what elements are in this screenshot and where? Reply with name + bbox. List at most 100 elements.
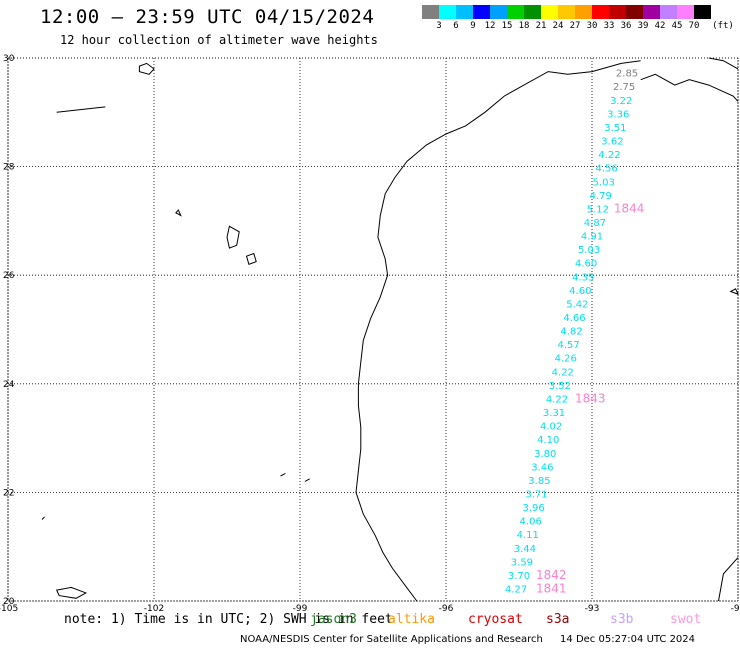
axis-tick-labels: -105 -102 -99 -96 -93 -90 30 28 26 24 22 20	[0, 54, 740, 614]
satellite-swot: swot	[670, 612, 702, 627]
swh-value: 3.31	[543, 408, 565, 419]
coastline-segment	[708, 57, 739, 70]
swh-value: 4.79	[590, 191, 612, 202]
swh-value: 3.80	[534, 449, 556, 460]
lon-tick-label: -102	[144, 604, 164, 614]
legend-label: 18	[518, 21, 530, 31]
credit-text: NOAA/NESDIS Center for Satellite Applica…	[240, 634, 543, 645]
swh-value: 4.06	[520, 517, 542, 528]
pass-time-label: 1842	[536, 568, 567, 582]
legend-swatch-6	[524, 5, 541, 19]
lon-tick-label: -90	[731, 604, 740, 614]
legend-label: 33	[603, 21, 615, 31]
legend-swatch-9	[575, 5, 592, 19]
coastline-segment	[56, 106, 106, 113]
island	[280, 472, 286, 477]
map-title: 12:00 – 23:59 UTC 04/15/2024	[40, 6, 375, 28]
lat-tick-label: 28	[3, 163, 15, 173]
lon-tick-label: -105	[0, 604, 18, 614]
legend-labels: 3 6 9 12 15 18 21 24 27 30 33 36 39 42 45 70 (ft)	[422, 21, 740, 35]
lon-tick-label: -93	[585, 604, 600, 614]
legend-swatch-2	[456, 5, 473, 19]
legend-swatch-10	[592, 5, 609, 19]
island	[138, 62, 155, 75]
satellite-cryosat: cryosat	[468, 612, 523, 627]
legend-label: 45	[671, 21, 683, 31]
coastline	[41, 57, 739, 602]
swh-value: 4.27	[505, 585, 527, 596]
legend-swatch-7	[541, 5, 558, 19]
legend-swatch-1	[439, 5, 456, 19]
pass-time-label: 1841	[536, 582, 567, 596]
swh-value: 3.44	[514, 544, 536, 555]
swh-value: 3.36	[607, 109, 629, 120]
legend-label: 15	[501, 21, 513, 31]
legend-swatch-13	[643, 5, 660, 19]
island	[41, 516, 45, 520]
pass-time-label: 1843	[575, 391, 606, 405]
swh-value: 3.62	[601, 137, 623, 148]
legend-label: 21	[535, 21, 547, 31]
swh-value: 4.60	[575, 259, 597, 270]
satellite-altika: altika	[388, 612, 435, 627]
swh-value: 3.96	[522, 503, 544, 514]
satellite-jason3: jason3	[310, 612, 357, 627]
legend-label: 6	[453, 21, 459, 31]
swh-value: 4.11	[517, 530, 539, 541]
swh-value: 3.85	[528, 476, 550, 487]
island	[304, 478, 310, 482]
swh-value: 3.22	[610, 96, 632, 107]
legend-swatch-4	[490, 5, 507, 19]
legend-swatch-12	[626, 5, 643, 19]
satellite-s3b: s3b	[610, 612, 634, 627]
swh-value: 4.87	[584, 218, 606, 229]
island	[175, 209, 182, 217]
swh-value: 3.71	[525, 489, 547, 500]
swh-value: 2.75	[613, 82, 635, 93]
swh-value: 2.85	[616, 69, 638, 80]
lat-tick-label: 22	[3, 488, 14, 498]
wave-height-track: 2.85 2.75 3.22 3.36 3.51 3.62 4.22 4.56 5.03 4.79…	[505, 69, 638, 596]
legend-label: 24	[552, 21, 564, 31]
legend-label: 27	[569, 21, 581, 31]
swh-value: 4.57	[558, 340, 580, 351]
lon-tick-label: -99	[293, 604, 308, 614]
lat-tick-label: 26	[3, 271, 15, 281]
legend-label: 3	[436, 21, 442, 31]
swh-value: 4.22	[552, 367, 574, 378]
swh-value: 5.03	[593, 177, 615, 188]
legend-label: 39	[637, 21, 649, 31]
legend-swatch-15	[677, 5, 694, 19]
swh-value: 4.35	[572, 272, 594, 283]
coastline-segment	[355, 60, 641, 602]
legend-swatch-11	[609, 5, 626, 19]
swh-value: 3.51	[604, 123, 626, 134]
legend-unit: (ft)	[712, 21, 734, 31]
swh-value: 5.12	[587, 204, 609, 215]
swh-value: 3.46	[531, 462, 553, 473]
swh-value: 5.03	[578, 245, 600, 256]
footer-note: note: 1) Time is in UTC; 2) SWH is in fe…	[64, 612, 393, 627]
swh-value: 4.02	[540, 422, 562, 433]
lon-tick-label: -96	[439, 604, 454, 614]
legend-label: 30	[586, 21, 598, 31]
island	[729, 288, 739, 296]
lat-tick-label: 24	[3, 380, 15, 390]
map-subtitle: 12 hour collection of altimeter wave hei…	[60, 33, 378, 47]
swh-value: 3.52	[549, 381, 571, 392]
island	[245, 252, 257, 265]
legend-label: 12	[484, 21, 496, 31]
legend-label: 42	[654, 21, 666, 31]
swh-value: 4.56	[595, 164, 617, 175]
swh-value: 5.42	[566, 299, 588, 310]
swh-value: 4.26	[555, 354, 577, 365]
legend-label: 70	[688, 21, 700, 31]
coastline-segment	[640, 73, 739, 102]
swh-value: 3.59	[511, 557, 533, 568]
credit-line: NOAA/NESDIS Center for Satellite Applica…	[240, 634, 695, 645]
legend-swatch-14	[660, 5, 677, 19]
swh-value: 4.66	[563, 313, 585, 324]
coastline-segment	[718, 557, 739, 602]
satellite-s3a: s3a	[546, 612, 570, 627]
